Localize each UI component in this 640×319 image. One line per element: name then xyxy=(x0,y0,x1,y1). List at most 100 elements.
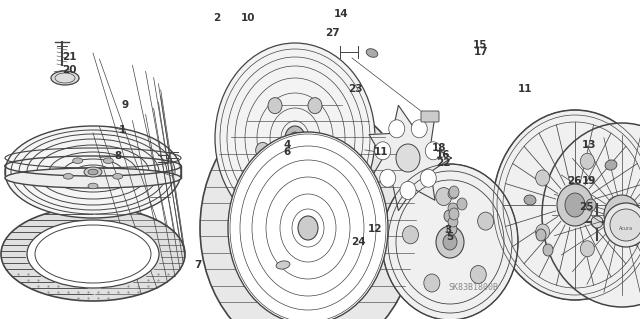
Ellipse shape xyxy=(308,98,322,114)
Ellipse shape xyxy=(51,71,79,85)
Ellipse shape xyxy=(580,241,595,257)
Text: 6: 6 xyxy=(283,146,291,157)
Ellipse shape xyxy=(443,234,457,250)
Ellipse shape xyxy=(382,164,518,319)
Text: 19: 19 xyxy=(582,176,596,186)
Text: 9: 9 xyxy=(122,100,129,110)
Ellipse shape xyxy=(321,142,334,158)
Ellipse shape xyxy=(448,217,458,227)
Ellipse shape xyxy=(215,43,375,233)
Text: 4: 4 xyxy=(283,140,291,150)
Ellipse shape xyxy=(298,216,318,240)
Ellipse shape xyxy=(424,274,440,292)
Ellipse shape xyxy=(35,225,151,283)
Text: 23: 23 xyxy=(349,84,363,94)
Text: 17: 17 xyxy=(474,47,488,57)
Ellipse shape xyxy=(436,188,452,205)
Text: 26: 26 xyxy=(568,176,582,186)
Ellipse shape xyxy=(524,195,536,205)
Text: 11: 11 xyxy=(374,147,388,158)
Ellipse shape xyxy=(400,182,416,199)
Ellipse shape xyxy=(268,98,282,114)
Ellipse shape xyxy=(5,156,181,176)
Ellipse shape xyxy=(228,132,388,319)
Ellipse shape xyxy=(586,199,596,211)
Ellipse shape xyxy=(5,126,181,218)
Text: 24: 24 xyxy=(351,237,365,248)
Ellipse shape xyxy=(493,110,640,300)
Ellipse shape xyxy=(449,186,459,198)
Text: 11: 11 xyxy=(518,84,532,94)
Text: 25: 25 xyxy=(579,202,593,212)
Text: 16: 16 xyxy=(436,150,450,160)
Ellipse shape xyxy=(448,203,458,213)
Ellipse shape xyxy=(388,120,404,138)
Ellipse shape xyxy=(366,49,378,57)
Text: 27: 27 xyxy=(326,28,340,39)
Text: 13: 13 xyxy=(582,140,596,150)
Circle shape xyxy=(610,209,640,241)
Ellipse shape xyxy=(605,160,617,170)
Ellipse shape xyxy=(255,142,269,158)
Ellipse shape xyxy=(403,226,419,244)
Ellipse shape xyxy=(396,144,420,172)
Ellipse shape xyxy=(580,153,595,169)
Ellipse shape xyxy=(543,244,553,256)
Ellipse shape xyxy=(412,120,428,138)
Ellipse shape xyxy=(1,207,185,301)
Text: 3: 3 xyxy=(444,225,452,235)
Text: 18: 18 xyxy=(432,143,446,153)
Circle shape xyxy=(604,203,640,247)
Ellipse shape xyxy=(103,158,113,163)
Ellipse shape xyxy=(63,174,73,179)
Text: 2: 2 xyxy=(212,12,220,23)
Ellipse shape xyxy=(444,210,454,222)
Text: 12: 12 xyxy=(368,224,382,234)
Ellipse shape xyxy=(449,208,459,220)
Ellipse shape xyxy=(457,198,467,210)
Ellipse shape xyxy=(536,224,550,240)
Ellipse shape xyxy=(420,169,436,187)
Text: 21: 21 xyxy=(62,52,76,62)
Text: SK83B1800B: SK83B1800B xyxy=(449,283,499,292)
Circle shape xyxy=(591,216,603,228)
Text: 5: 5 xyxy=(446,232,454,242)
Ellipse shape xyxy=(375,142,391,160)
Ellipse shape xyxy=(88,169,98,175)
Ellipse shape xyxy=(436,226,464,258)
Text: 1: 1 xyxy=(119,125,127,135)
Polygon shape xyxy=(369,105,451,211)
Ellipse shape xyxy=(113,174,123,179)
Text: 14: 14 xyxy=(334,9,348,19)
Ellipse shape xyxy=(27,220,159,288)
Ellipse shape xyxy=(536,170,550,186)
Ellipse shape xyxy=(288,170,302,186)
Ellipse shape xyxy=(536,229,546,241)
Ellipse shape xyxy=(612,204,632,226)
Ellipse shape xyxy=(200,98,416,319)
Ellipse shape xyxy=(542,123,640,307)
Ellipse shape xyxy=(448,189,458,199)
Ellipse shape xyxy=(290,132,300,144)
Ellipse shape xyxy=(73,158,83,163)
Ellipse shape xyxy=(565,193,585,217)
Ellipse shape xyxy=(608,197,622,213)
Ellipse shape xyxy=(557,184,593,226)
FancyBboxPatch shape xyxy=(421,111,439,122)
Text: 10: 10 xyxy=(241,12,255,23)
Text: 22: 22 xyxy=(436,158,450,168)
Text: 7: 7 xyxy=(195,260,202,271)
Ellipse shape xyxy=(604,195,640,235)
Ellipse shape xyxy=(447,223,457,235)
Ellipse shape xyxy=(88,183,98,189)
Ellipse shape xyxy=(84,167,102,177)
Ellipse shape xyxy=(425,142,441,160)
Ellipse shape xyxy=(5,168,181,188)
Ellipse shape xyxy=(470,265,486,284)
Text: 20: 20 xyxy=(62,64,76,75)
Ellipse shape xyxy=(276,261,290,269)
Ellipse shape xyxy=(477,212,493,230)
Ellipse shape xyxy=(285,126,305,150)
Text: 8: 8 xyxy=(115,151,122,161)
Text: 15: 15 xyxy=(473,40,487,50)
